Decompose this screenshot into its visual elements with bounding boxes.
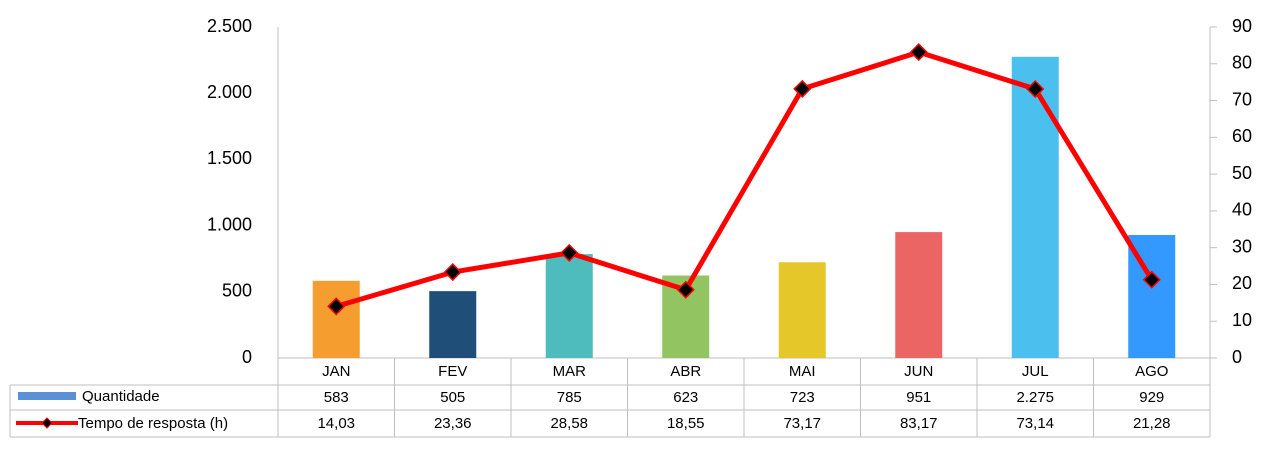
line-marker <box>1026 79 1045 99</box>
bar <box>429 291 477 358</box>
line <box>335 49 1154 309</box>
y2-tick-label: 30 <box>1232 236 1252 256</box>
line-marker <box>909 43 928 62</box>
legend-marker <box>41 417 53 429</box>
y-tick-label: 2.000 <box>207 82 252 102</box>
y2-tick-label: 0 <box>1232 347 1242 367</box>
bar <box>545 254 593 358</box>
table-cell: 73,14 <box>1016 415 1054 432</box>
y2-tick-label: 40 <box>1232 200 1252 220</box>
line-marker <box>793 79 812 98</box>
table-cell: 929 <box>1139 389 1164 406</box>
bar <box>1011 56 1059 358</box>
table-cell: 73,17 <box>783 415 821 432</box>
x-tick-label: FEV <box>438 363 467 380</box>
y2-tick-label: 50 <box>1232 163 1252 183</box>
line-marker <box>1142 270 1161 289</box>
line-marker <box>327 297 346 316</box>
y2-tick-label: 60 <box>1232 126 1252 146</box>
table-cell: 2.275 <box>1016 389 1054 406</box>
table-cell: 28,58 <box>550 415 588 432</box>
table-cell: 623 <box>673 389 698 406</box>
y2-tick-label: 90 <box>1232 16 1252 36</box>
bar <box>312 280 360 358</box>
table-cell: 18,55 <box>667 415 705 432</box>
line-marker <box>560 243 579 262</box>
legend-key <box>18 392 76 400</box>
x-tick-label: JUL <box>1022 363 1049 380</box>
x-tick-label: MAR <box>553 363 587 380</box>
x-tick-label: MAI <box>789 363 816 380</box>
y-tick-label: 1.000 <box>207 214 252 234</box>
bar <box>778 262 826 358</box>
table-cell: 583 <box>324 389 349 406</box>
y-tick-label: 500 <box>222 281 252 301</box>
y2-tick-label: 80 <box>1232 53 1252 73</box>
y-tick-label: 1.500 <box>207 148 252 168</box>
table-cell: 21,28 <box>1133 415 1171 432</box>
x-tick-label: ABR <box>670 363 701 380</box>
table-cell: 723 <box>790 389 815 406</box>
table-cell: 505 <box>440 389 465 406</box>
line-marker <box>443 263 462 282</box>
x-tick-label: AGO <box>1135 363 1168 380</box>
y2-tick-label: 10 <box>1232 310 1252 330</box>
y-tick-label: 0 <box>242 347 252 367</box>
legend-label: Quantidade <box>82 388 160 405</box>
x-tick-label: JUN <box>904 363 933 380</box>
y2-tick-label: 70 <box>1232 89 1252 109</box>
y2-tick-label: 20 <box>1232 273 1252 293</box>
line-marker <box>676 280 695 299</box>
table-cell: 785 <box>557 389 582 406</box>
legend-label: Tempo de resposta (h) <box>78 415 228 432</box>
table-cell: 23,36 <box>434 415 472 432</box>
y-tick-label: 2.500 <box>207 16 252 36</box>
table-cell: 83,17 <box>900 415 938 432</box>
bar <box>895 232 943 358</box>
table-cell: 14,03 <box>317 415 355 432</box>
table-cell: 951 <box>906 389 931 406</box>
x-tick-label: JAN <box>322 363 350 380</box>
